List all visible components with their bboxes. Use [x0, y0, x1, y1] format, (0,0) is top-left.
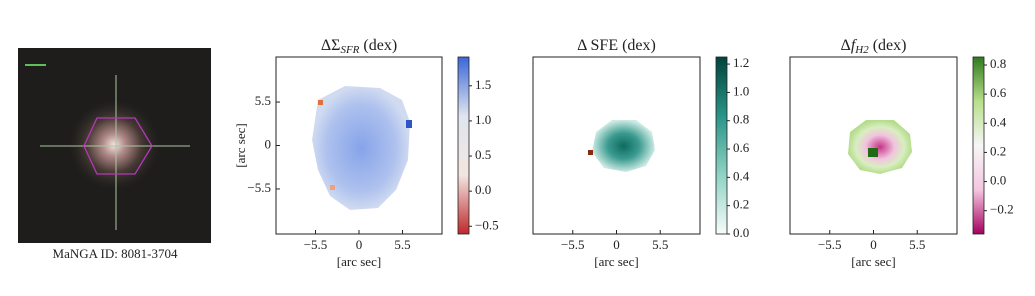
x-tick-label: 0 — [356, 237, 363, 252]
colorbar-tick-label: 0.8 — [990, 56, 1006, 71]
x-tick-label: 5.5 — [652, 237, 668, 252]
title-part: ΔΣ — [321, 37, 341, 54]
map-region — [868, 148, 878, 157]
x-tick-label: 0 — [613, 237, 620, 252]
x-tick-label: −5.5 — [818, 237, 842, 252]
x-axis-label: [arc sec] — [851, 254, 895, 269]
map-region — [592, 120, 655, 172]
image-caption: MaNGA ID: 8081-3704 — [53, 246, 178, 261]
map-region — [848, 120, 912, 174]
colorbar-tick-label: 0.5 — [475, 147, 491, 162]
x-axis-label: [arc sec] — [594, 254, 638, 269]
title-part: Δ — [841, 37, 851, 54]
x-tick-label: 0 — [870, 237, 877, 252]
colorbar-tick-label: 0.8 — [733, 112, 749, 127]
colorbar-tick-label: 1.2 — [733, 55, 749, 70]
map-region — [406, 120, 412, 128]
colorbar-tick-label: 0.0 — [990, 173, 1006, 188]
y-tick-label: 0 — [265, 136, 272, 151]
title-part: (dex) — [359, 37, 397, 54]
map-region — [330, 185, 335, 190]
ifu-hexagon — [83, 117, 153, 175]
colorbar-tick-label: 0.0 — [733, 225, 749, 240]
colorbar-tick-label: 0.6 — [733, 140, 750, 155]
y-tick-label: −5.5 — [247, 180, 271, 195]
title-part: SFR — [340, 44, 359, 56]
colorbar-tick-label: −0.5 — [475, 217, 499, 232]
x-tick-label: 5.5 — [394, 237, 410, 252]
colorbar-tick-label: 1.5 — [475, 77, 491, 92]
colorbar-tick-label: 1.0 — [475, 112, 491, 127]
panel-title: ΔfH2 (dex) — [841, 37, 907, 56]
colorbar-tick-label: −0.2 — [990, 202, 1014, 217]
title-part: Δ SFE (dex) — [577, 37, 656, 54]
title-part: (dex) — [869, 37, 907, 54]
colorbar — [715, 56, 728, 235]
title-part: f — [851, 37, 858, 54]
panel-title: Δ SFE (dex) — [577, 37, 656, 54]
colorbar-tick-label: 0.4 — [990, 114, 1007, 129]
galaxy — [69, 100, 159, 190]
colorbar — [972, 56, 985, 235]
colorbar-tick-label: 0.0 — [475, 182, 491, 197]
colorbar-tick-label: 1.0 — [733, 83, 749, 98]
colorbar-tick-label: 0.2 — [733, 197, 749, 212]
y-tick-label: 5.5 — [255, 93, 271, 108]
map-blobs — [312, 86, 912, 210]
colorbar-tick-label: 0.2 — [990, 143, 1006, 158]
x-tick-label: −5.5 — [561, 237, 585, 252]
map-region — [312, 86, 410, 210]
x-axis-label: [arc sec] — [337, 254, 381, 269]
colorbar-tick-label: 0.6 — [990, 85, 1007, 100]
x-tick-label: 5.5 — [909, 237, 925, 252]
map-region — [588, 150, 593, 155]
y-axis-label: [arc sec] — [233, 123, 248, 167]
colorbar — [457, 56, 470, 235]
map-region — [318, 100, 323, 105]
colorbar-tick-label: 0.4 — [733, 168, 750, 183]
x-tick-label: −5.5 — [304, 237, 328, 252]
title-part: H2 — [854, 44, 869, 56]
galaxy-image — [18, 48, 211, 243]
panel-title: ΔΣSFR (dex) — [321, 37, 397, 56]
